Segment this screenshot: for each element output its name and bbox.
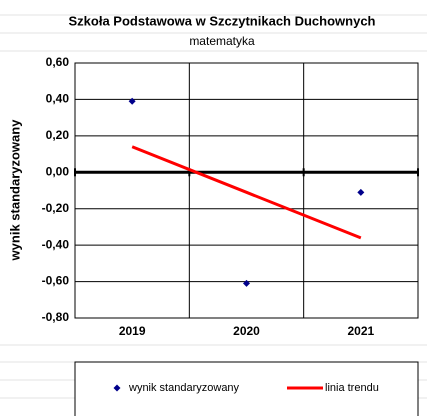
chart-subtitle: matematyka (189, 34, 255, 48)
plot-area (74, 62, 419, 319)
legend-label: linia trendu (325, 382, 379, 394)
y-tick-label: -0,80 (42, 310, 70, 324)
y-tick-label: -0,60 (42, 274, 70, 288)
y-tick-label: -0,40 (42, 237, 70, 251)
y-tick-label: -0,20 (42, 201, 70, 215)
x-tick-label: 2020 (233, 324, 260, 338)
legend-label: wynik standaryzowany (128, 382, 240, 394)
legend-box (74, 361, 419, 416)
legend-swatch (113, 384, 121, 392)
y-tick-label: 0,60 (46, 55, 70, 69)
point (243, 279, 250, 287)
y-tick-label: 0,00 (46, 164, 70, 178)
x-tick-label: 2021 (347, 324, 374, 338)
x-tick-label: 2019 (119, 324, 146, 338)
chart-title: Szkoła Podstawowa w Szczytnikach Duchown… (68, 13, 375, 28)
point (128, 97, 136, 105)
point (357, 188, 365, 196)
y-tick-label: 0,40 (46, 92, 70, 106)
y-tick-label: 0,20 (46, 128, 70, 142)
trend-line (131, 145, 362, 240)
y-axis-label: wynik standaryzowany (7, 119, 22, 262)
